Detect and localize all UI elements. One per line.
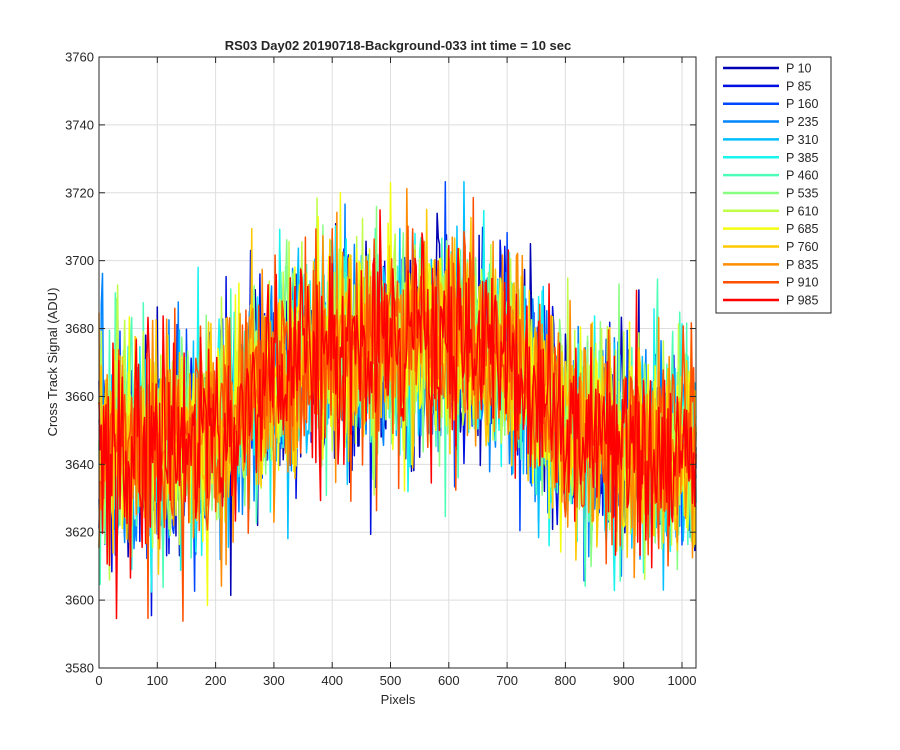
- x-tick-label: 400: [321, 673, 343, 688]
- ticks: 0 100 200 300 400 500 600 700 800 900 1000 3580 3600…: [65, 50, 696, 689]
- chart-title: RS03 Day02 20190718-Background-033 int t…: [225, 38, 572, 53]
- x-tick-label: 1000: [668, 673, 697, 688]
- x-axis-label: Pixels: [381, 692, 416, 707]
- legend-label: P 685: [786, 222, 818, 236]
- x-tick-label: 200: [205, 673, 227, 688]
- x-tick-label: 900: [613, 673, 635, 688]
- legend-label: P 760: [786, 240, 818, 254]
- legend-label: P 610: [786, 204, 818, 218]
- legend-label: P 85: [786, 79, 812, 93]
- y-axis-label: Cross Track Signal (ADU): [45, 288, 60, 437]
- legend-label: P 985: [786, 294, 818, 308]
- legend-label: P 460: [786, 169, 818, 183]
- y-tick-label: 3600: [65, 593, 94, 608]
- series-line-14: [98, 209, 697, 620]
- legend-box: [715, 56, 832, 314]
- x-tick-label: 100: [146, 673, 168, 688]
- y-tick-label: 3640: [65, 457, 94, 472]
- x-tick-label: 0: [95, 673, 102, 688]
- y-tick-label: 3760: [65, 50, 94, 65]
- y-tick-label: 3660: [65, 389, 94, 404]
- y-tick-label: 3680: [65, 321, 94, 336]
- legend-label: P 10: [786, 62, 812, 76]
- x-tick-label: 600: [438, 673, 460, 688]
- x-tick-label: 500: [380, 673, 402, 688]
- legend-label: P 310: [786, 133, 818, 147]
- legend-label: P 235: [786, 115, 818, 129]
- axes-box: [98, 56, 697, 669]
- legend-label: P 835: [786, 258, 818, 272]
- x-tick-label: 800: [555, 673, 577, 688]
- y-tick-label: 3740: [65, 117, 94, 132]
- legend-label: P 385: [786, 151, 818, 165]
- series-layer: [98, 181, 697, 622]
- y-tick-label: 3620: [65, 525, 94, 540]
- legend-label: P 535: [786, 186, 818, 200]
- legend: P 10 P 85 P 160 P 235 P 310 P 385 P 460 P 535 P …: [715, 56, 832, 314]
- x-tick-label: 300: [263, 673, 285, 688]
- x-tick-label: 700: [496, 673, 518, 688]
- legend-label: P 910: [786, 276, 818, 290]
- y-tick-label: 3580: [65, 661, 94, 676]
- y-tick-label: 3700: [65, 253, 94, 268]
- y-tick-label: 3720: [65, 185, 94, 200]
- legend-label: P 160: [786, 97, 818, 111]
